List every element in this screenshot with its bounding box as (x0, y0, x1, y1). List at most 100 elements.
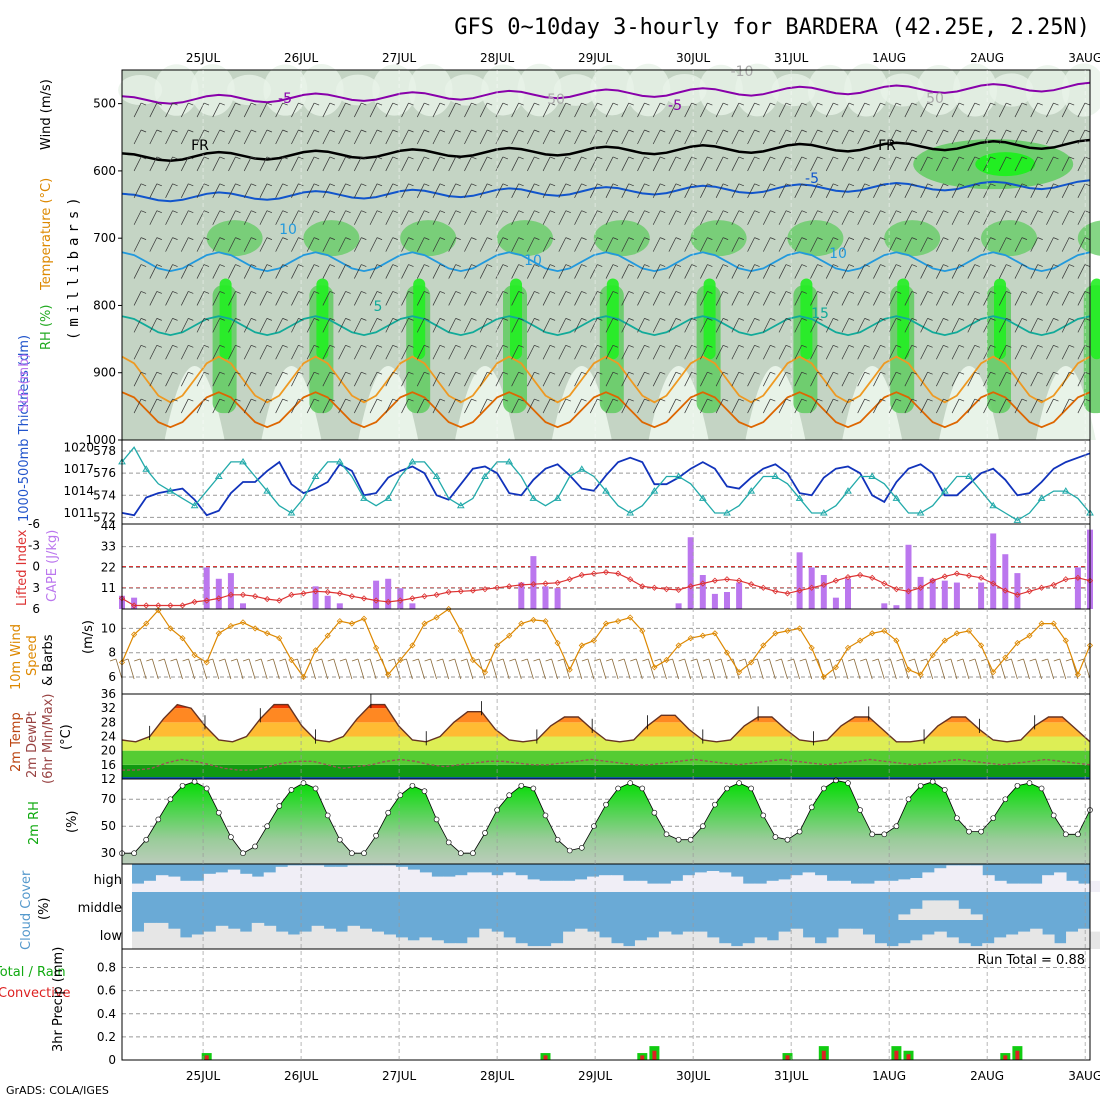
wind-barb-flag (581, 156, 587, 160)
wind-barb (180, 372, 189, 387)
wind-barb-flag (817, 318, 823, 321)
wind-barb (684, 183, 692, 198)
wind-barb-flag (581, 291, 587, 294)
wind-barb (306, 291, 315, 306)
wind-barb (479, 210, 488, 225)
wind-barb-flag (1021, 371, 1028, 375)
wind-barb-flag (509, 658, 516, 662)
wind-barb (228, 398, 236, 414)
rh-marker (954, 815, 960, 821)
wind-barb (430, 658, 437, 680)
rh-marker (699, 823, 706, 830)
wind-barb (511, 372, 519, 387)
wind-barb-flag (518, 291, 524, 294)
wind-marker (215, 630, 222, 637)
wind-barb-flag (1017, 658, 1024, 662)
wind-barb (731, 237, 740, 252)
rh-marker (929, 778, 936, 785)
wind-barb (637, 264, 645, 279)
wind-barb-flag (188, 129, 194, 133)
wind-barb (432, 398, 441, 414)
wind-barb (558, 372, 567, 387)
wind-barb-flag (471, 398, 477, 402)
wind-barb (904, 156, 913, 172)
wind-barb (810, 291, 818, 306)
wind-barb-flag (1006, 129, 1012, 133)
wind-barb-flag (329, 291, 335, 294)
wind-barb-flag (266, 398, 273, 402)
wind-barb (228, 345, 236, 360)
wind-barb-flag (518, 129, 524, 133)
wind-barb (212, 658, 220, 680)
wind-barb (466, 658, 474, 680)
wind-barb (1061, 398, 1070, 414)
wind-barb (212, 318, 221, 333)
wind-barb (180, 291, 189, 306)
rh-dry-dome (745, 366, 806, 440)
slp-marker (965, 472, 973, 480)
wind-barb (621, 264, 630, 279)
y-tick-label: 30 (101, 846, 116, 860)
rh-marker (1063, 831, 1069, 838)
rh-marker (712, 801, 718, 808)
wind-barb (149, 156, 158, 172)
cloud-high-gap (622, 880, 636, 892)
wind-barb-flag (424, 264, 430, 267)
cape-bar (542, 586, 549, 609)
wind-barb (291, 372, 299, 387)
wind-barb-flag (1053, 102, 1059, 106)
wind-barb (747, 210, 755, 225)
wind-barb-flag (722, 129, 729, 133)
wind-barb (1046, 345, 1054, 360)
li-marker (808, 584, 815, 591)
wind-barb (920, 102, 928, 118)
wind-barb-flag (549, 291, 556, 294)
cloud-high-gap (503, 872, 516, 892)
cloud-high-gap (682, 875, 696, 892)
cloud-low-gap (634, 940, 648, 949)
wind-unit-label: (m/s) (81, 620, 96, 654)
wind-barb (464, 156, 472, 172)
wind-barb (448, 102, 457, 118)
wind-barb (180, 237, 189, 252)
cloud-high-gap (934, 868, 947, 892)
wind-barb-flag (1053, 318, 1059, 321)
wind-marker (965, 627, 973, 634)
wind-barb-flag (754, 237, 760, 240)
wind-barb (176, 658, 183, 680)
wind-barb-flag (612, 156, 619, 160)
wind-barb (322, 210, 331, 225)
slp-marker (1037, 494, 1046, 501)
wind-barb-flag (172, 102, 178, 106)
wind-barb (853, 658, 861, 680)
wind-barb (165, 183, 173, 198)
wind-barb-flag (345, 183, 351, 187)
wind-barb-flag (974, 102, 980, 106)
wind-barb (259, 129, 268, 145)
wind-barb-flag (345, 344, 351, 348)
wind-barb (589, 345, 598, 360)
wind-barb (385, 398, 394, 414)
li-marker (457, 588, 464, 595)
wind-barb (322, 398, 331, 414)
date-label-bottom: 27JUL (382, 1069, 417, 1083)
slp-marker (384, 494, 393, 501)
wind-barb-flag (691, 183, 697, 187)
wind-barb-flag (691, 237, 697, 240)
wind-barb-flag (565, 291, 571, 294)
wind-barb (794, 372, 803, 387)
wind-barb-flag (691, 291, 697, 294)
wind-barb-flag (628, 318, 634, 321)
wind-barb-flag (471, 183, 477, 187)
wind-barb (652, 372, 661, 387)
wind-barb-flag (612, 318, 619, 321)
wind-barb (652, 237, 661, 252)
wind-barb-flag (833, 371, 839, 375)
wind-barb-flag (990, 183, 996, 187)
minmax-axis-label: (6hr Min/Max) (41, 694, 56, 784)
rh-dry-dome (358, 366, 419, 440)
wind-barb-flag (314, 264, 320, 267)
wind-barb-flag (927, 102, 933, 106)
rh-dry-dome (648, 366, 709, 440)
